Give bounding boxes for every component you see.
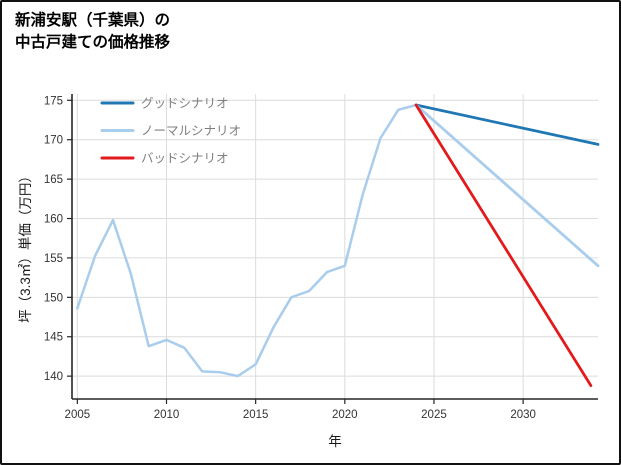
- x-tick-label-2005: 2005: [65, 409, 91, 421]
- series-line-good-scenario: [414, 103, 600, 146]
- y-tick-label-170: 170: [44, 135, 63, 147]
- legend-label-normal-scenario: ノーマルシナリオ: [141, 124, 241, 138]
- x-tick-label-2020: 2020: [332, 409, 358, 421]
- x-axis-label: 年: [328, 434, 342, 449]
- y-tick-label-155: 155: [44, 253, 63, 265]
- x-tick-label-2030: 2030: [510, 409, 536, 421]
- y-tick-label-160: 160: [44, 214, 63, 226]
- series-line-history: [76, 103, 418, 378]
- chart-title: 新浦安駅（千葉県）の 中古戸建ての価格推移: [15, 10, 170, 55]
- x-tick-label-2025: 2025: [421, 409, 447, 421]
- y-tick-label-145: 145: [44, 332, 63, 344]
- y-tick-label-175: 175: [44, 95, 63, 107]
- chart-title-line2: 中古戸建ての価格推移: [15, 34, 171, 52]
- x-tick-label-2015: 2015: [243, 409, 269, 421]
- chart-title-line1: 新浦安駅（千葉県）の: [15, 12, 171, 29]
- x-tick-label-2010: 2010: [154, 409, 180, 421]
- series-line-bad-scenario: [414, 103, 593, 388]
- y-tick-label-140: 140: [44, 371, 63, 383]
- series-line-normal-scenario: [414, 103, 600, 268]
- y-axis-label: 坪（3.3㎡）単価（万円）: [18, 169, 33, 323]
- y-tick-label-150: 150: [44, 292, 63, 304]
- y-tick-label-165: 165: [44, 174, 63, 186]
- legend-label-bad-scenario: バッドシナリオ: [141, 152, 229, 166]
- legend-label-good-scenario: グッドシナリオ: [141, 97, 229, 111]
